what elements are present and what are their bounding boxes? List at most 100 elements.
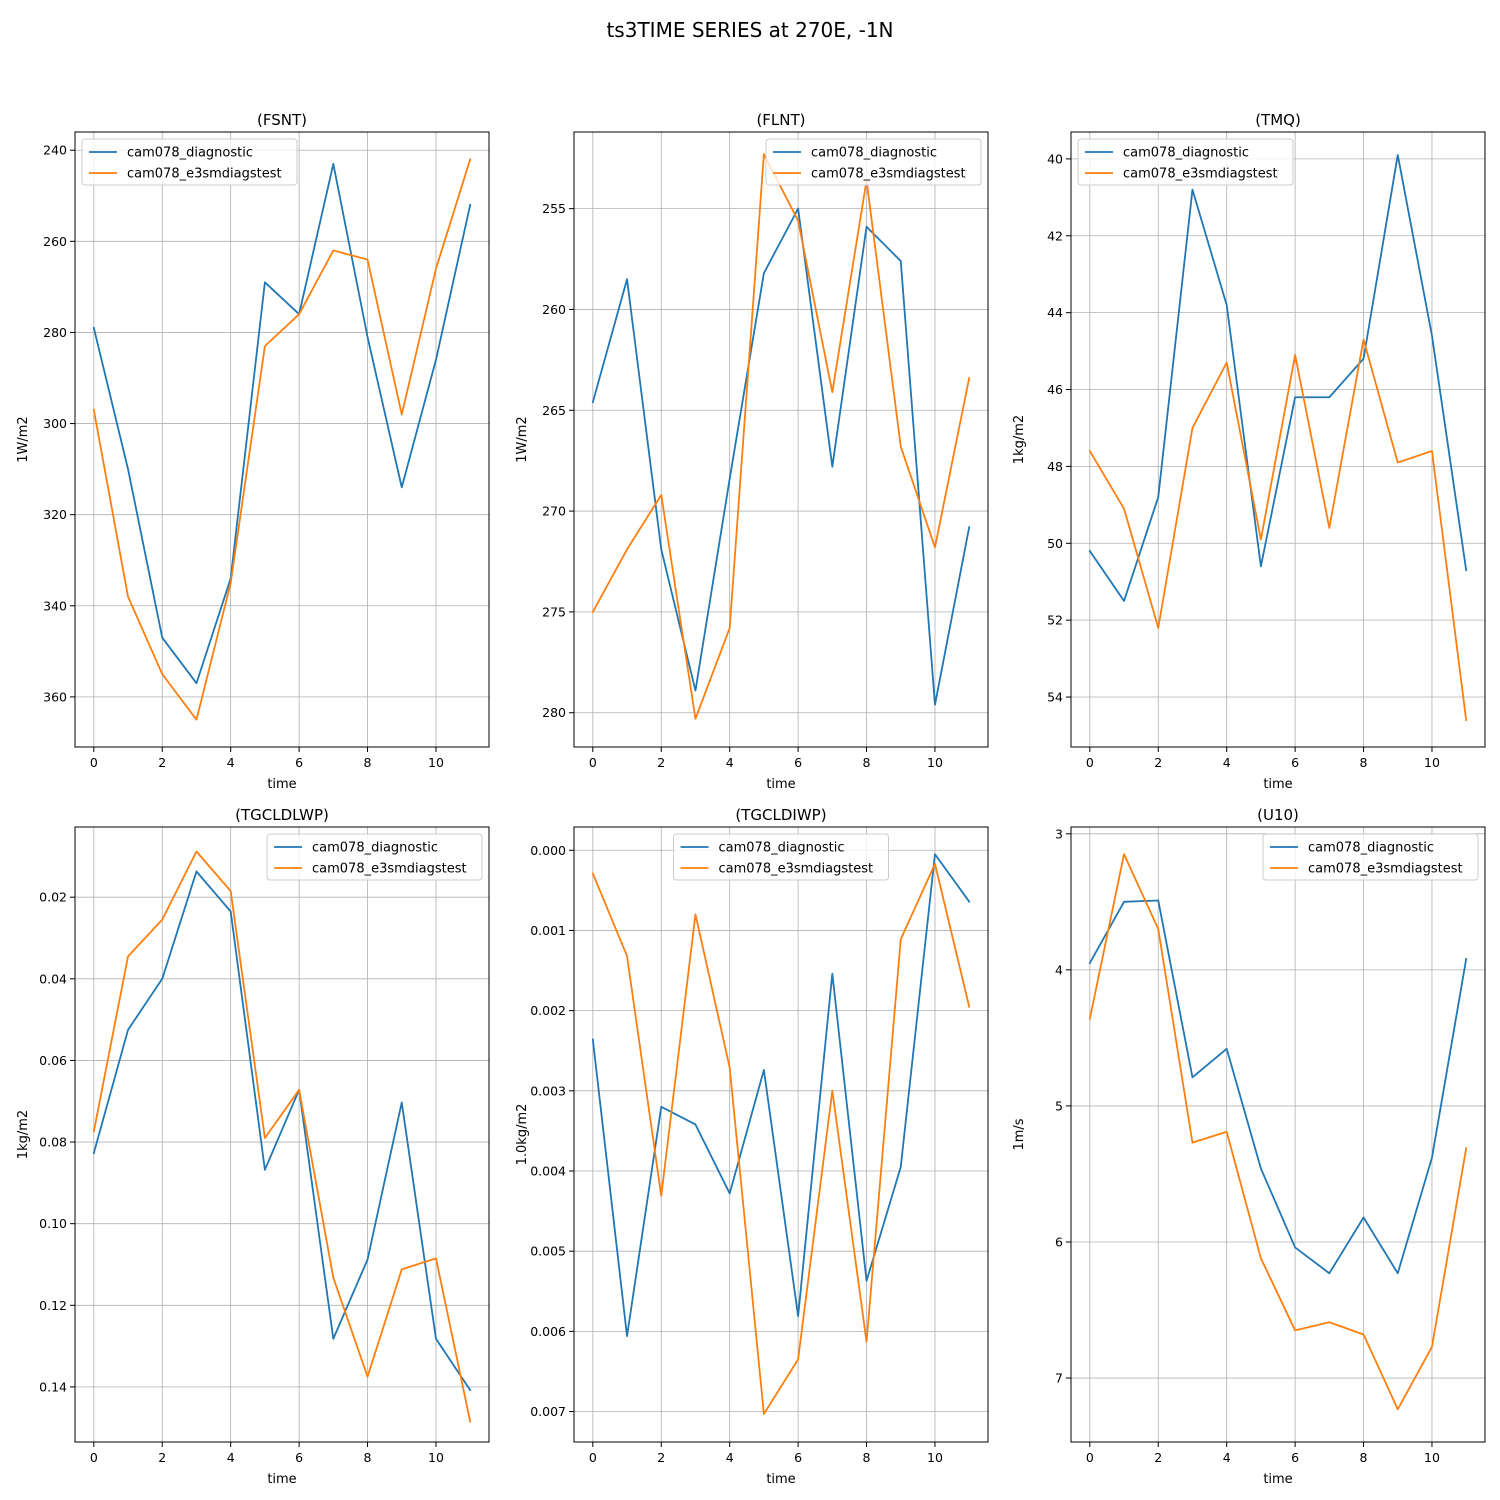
panel-title: (FLNT) bbox=[756, 111, 805, 129]
legend: cam078_diagnostic cam078_e3smdiagstest bbox=[81, 138, 298, 186]
x-tick-label: 0 bbox=[1086, 1450, 1094, 1465]
legend-entry: cam078_diagnostic bbox=[719, 841, 845, 856]
y-tick-label: 0.08 bbox=[39, 1135, 67, 1150]
x-tick-label: 8 bbox=[364, 755, 372, 770]
x-tick-label: 2 bbox=[1154, 755, 1162, 770]
y-tick-label: 46 bbox=[1047, 382, 1063, 397]
x-axis-label: time bbox=[267, 1472, 296, 1487]
x-tick-label: 8 bbox=[863, 1450, 871, 1465]
y-tick-label: 0.003 bbox=[530, 1083, 566, 1098]
series-line-cam078_e3smdiagstest bbox=[1088, 853, 1468, 1411]
series-line-cam078_diagnostic bbox=[591, 207, 971, 706]
legend-box bbox=[1262, 833, 1479, 881]
panel-2: 0 2 4 6 8 104042444648505254(TMQ)time1kg/m2ca… bbox=[1012, 111, 1486, 792]
x-tick-label: 8 bbox=[1360, 1450, 1368, 1465]
x-axis-label: time bbox=[267, 777, 296, 792]
x-tick-label: 10 bbox=[1424, 755, 1440, 770]
y-tick-label: 48 bbox=[1047, 459, 1063, 474]
x-tick-label: 8 bbox=[1360, 755, 1368, 770]
x-tick-label: 0 bbox=[589, 1450, 597, 1465]
panel-4: 0 2 4 6 8 10 0.000 0.001 0.002 0.003 0.004 0.005 0.0… bbox=[515, 806, 989, 1487]
y-tick-label: 260 bbox=[43, 234, 67, 249]
y-tick-label: 42 bbox=[1047, 228, 1063, 243]
y-tick-label: 260 bbox=[542, 302, 566, 317]
legend: cam078_diagnostic cam078_e3smdiagstest bbox=[765, 138, 982, 186]
y-tick-label: 255 bbox=[542, 201, 566, 216]
x-tick-label: 0 bbox=[90, 755, 98, 770]
y-tick-label: 300 bbox=[43, 416, 67, 431]
legend: cam078_diagnostic cam078_e3smdiagstest bbox=[1077, 138, 1294, 186]
x-tick-label: 2 bbox=[657, 755, 665, 770]
x-tick-label: 6 bbox=[1291, 1450, 1299, 1465]
y-tick-label: 0.002 bbox=[530, 1003, 566, 1018]
legend-entry: cam078_e3smdiagstest bbox=[719, 862, 874, 877]
x-tick-label: 6 bbox=[1291, 755, 1299, 770]
x-tick-label: 4 bbox=[726, 1450, 734, 1465]
plot-frame bbox=[1070, 131, 1486, 748]
y-tick-label: 7 bbox=[1055, 1371, 1063, 1386]
y-axis-label: 1kg/m2 bbox=[1012, 415, 1027, 464]
legend-box bbox=[1077, 138, 1294, 186]
y-axis-label: 1.0kg/m2 bbox=[515, 1104, 530, 1166]
x-tick-label: 4 bbox=[1223, 755, 1231, 770]
y-tick-label: 5 bbox=[1055, 1098, 1063, 1113]
x-axis-label: time bbox=[1263, 777, 1292, 792]
legend-entry: cam078_diagnostic bbox=[811, 146, 937, 161]
x-tick-label: 4 bbox=[227, 755, 235, 770]
y-tick-label: 4 bbox=[1055, 962, 1063, 977]
panel-title: (TGCLDIWP) bbox=[735, 806, 826, 824]
plot-frame bbox=[573, 826, 989, 1443]
y-tick-label: 0.005 bbox=[530, 1244, 566, 1259]
x-tick-label: 6 bbox=[295, 1450, 303, 1465]
x-tick-label: 4 bbox=[726, 755, 734, 770]
x-tick-label: 2 bbox=[657, 1450, 665, 1465]
panel-title: (TMQ) bbox=[1255, 111, 1301, 129]
legend: cam078_diagnostic cam078_e3smdiagstest bbox=[673, 833, 889, 881]
y-tick-label: 0.04 bbox=[39, 971, 67, 986]
legend-box bbox=[81, 138, 298, 186]
series-line-cam078_e3smdiagstest bbox=[92, 158, 472, 721]
plot-frame bbox=[1070, 826, 1486, 1443]
y-axis-label: 1W/m2 bbox=[515, 416, 530, 462]
y-tick-label: 240 bbox=[43, 143, 67, 158]
legend-entry: cam078_e3smdiagstest bbox=[1308, 862, 1463, 877]
panel-title: (U10) bbox=[1257, 806, 1299, 824]
plot-frame bbox=[74, 131, 490, 748]
x-tick-label: 2 bbox=[158, 1450, 166, 1465]
panel-1: 0 2 4 6 8 10 255 260 265 270 275 280 (FLNT) time 1W/m2… bbox=[515, 111, 989, 792]
legend: cam078_diagnostic cam078_e3smdiagstest bbox=[1262, 833, 1479, 881]
y-tick-label: 54 bbox=[1047, 690, 1063, 705]
panel-3: 0 2 4 6 8 10 0.02 0.04 0.06 0.08 0.10 0.12 0.14 (TGCL… bbox=[16, 806, 490, 1487]
y-tick-label: 0.000 bbox=[530, 843, 566, 858]
x-tick-label: 4 bbox=[227, 1450, 235, 1465]
legend: cam078_diagnostic cam078_e3smdiagstest bbox=[266, 833, 483, 881]
y-tick-label: 0.007 bbox=[530, 1404, 566, 1419]
y-tick-label: 280 bbox=[542, 705, 566, 720]
y-tick-label: 0.12 bbox=[39, 1298, 67, 1313]
panel-title: (TGCLDLWP) bbox=[235, 806, 329, 824]
x-tick-label: 6 bbox=[794, 1450, 802, 1465]
series-line-cam078_diagnostic bbox=[92, 162, 472, 685]
x-tick-label: 0 bbox=[589, 755, 597, 770]
y-tick-label: 52 bbox=[1047, 613, 1063, 628]
legend-entry: cam078_e3smdiagstest bbox=[1123, 167, 1278, 182]
x-axis-label: time bbox=[1263, 1472, 1292, 1487]
panel-0: 0 2 4 6 8 10 240 260 280 300 320 340 360 (FSNT) time 1W… bbox=[16, 111, 490, 792]
figure-title: ts3TIME SERIES at 270E, -1N bbox=[606, 18, 893, 42]
legend-box bbox=[673, 833, 889, 881]
x-tick-label: 10 bbox=[428, 755, 444, 770]
x-tick-label: 8 bbox=[364, 1450, 372, 1465]
x-axis-label: time bbox=[766, 1472, 795, 1487]
x-tick-label: 0 bbox=[1086, 755, 1094, 770]
y-tick-label: 3 bbox=[1055, 826, 1063, 841]
series-line-cam078_diagnostic bbox=[591, 853, 971, 1338]
y-tick-label: 0.004 bbox=[530, 1163, 566, 1178]
y-tick-label: 50 bbox=[1047, 536, 1063, 551]
series-line-cam078_diagnostic bbox=[92, 870, 472, 1392]
x-tick-label: 10 bbox=[927, 755, 943, 770]
x-tick-label: 6 bbox=[295, 755, 303, 770]
series-line-cam078_e3smdiagstest bbox=[591, 862, 971, 1415]
x-tick-label: 10 bbox=[1424, 1450, 1440, 1465]
legend-box bbox=[266, 833, 483, 881]
